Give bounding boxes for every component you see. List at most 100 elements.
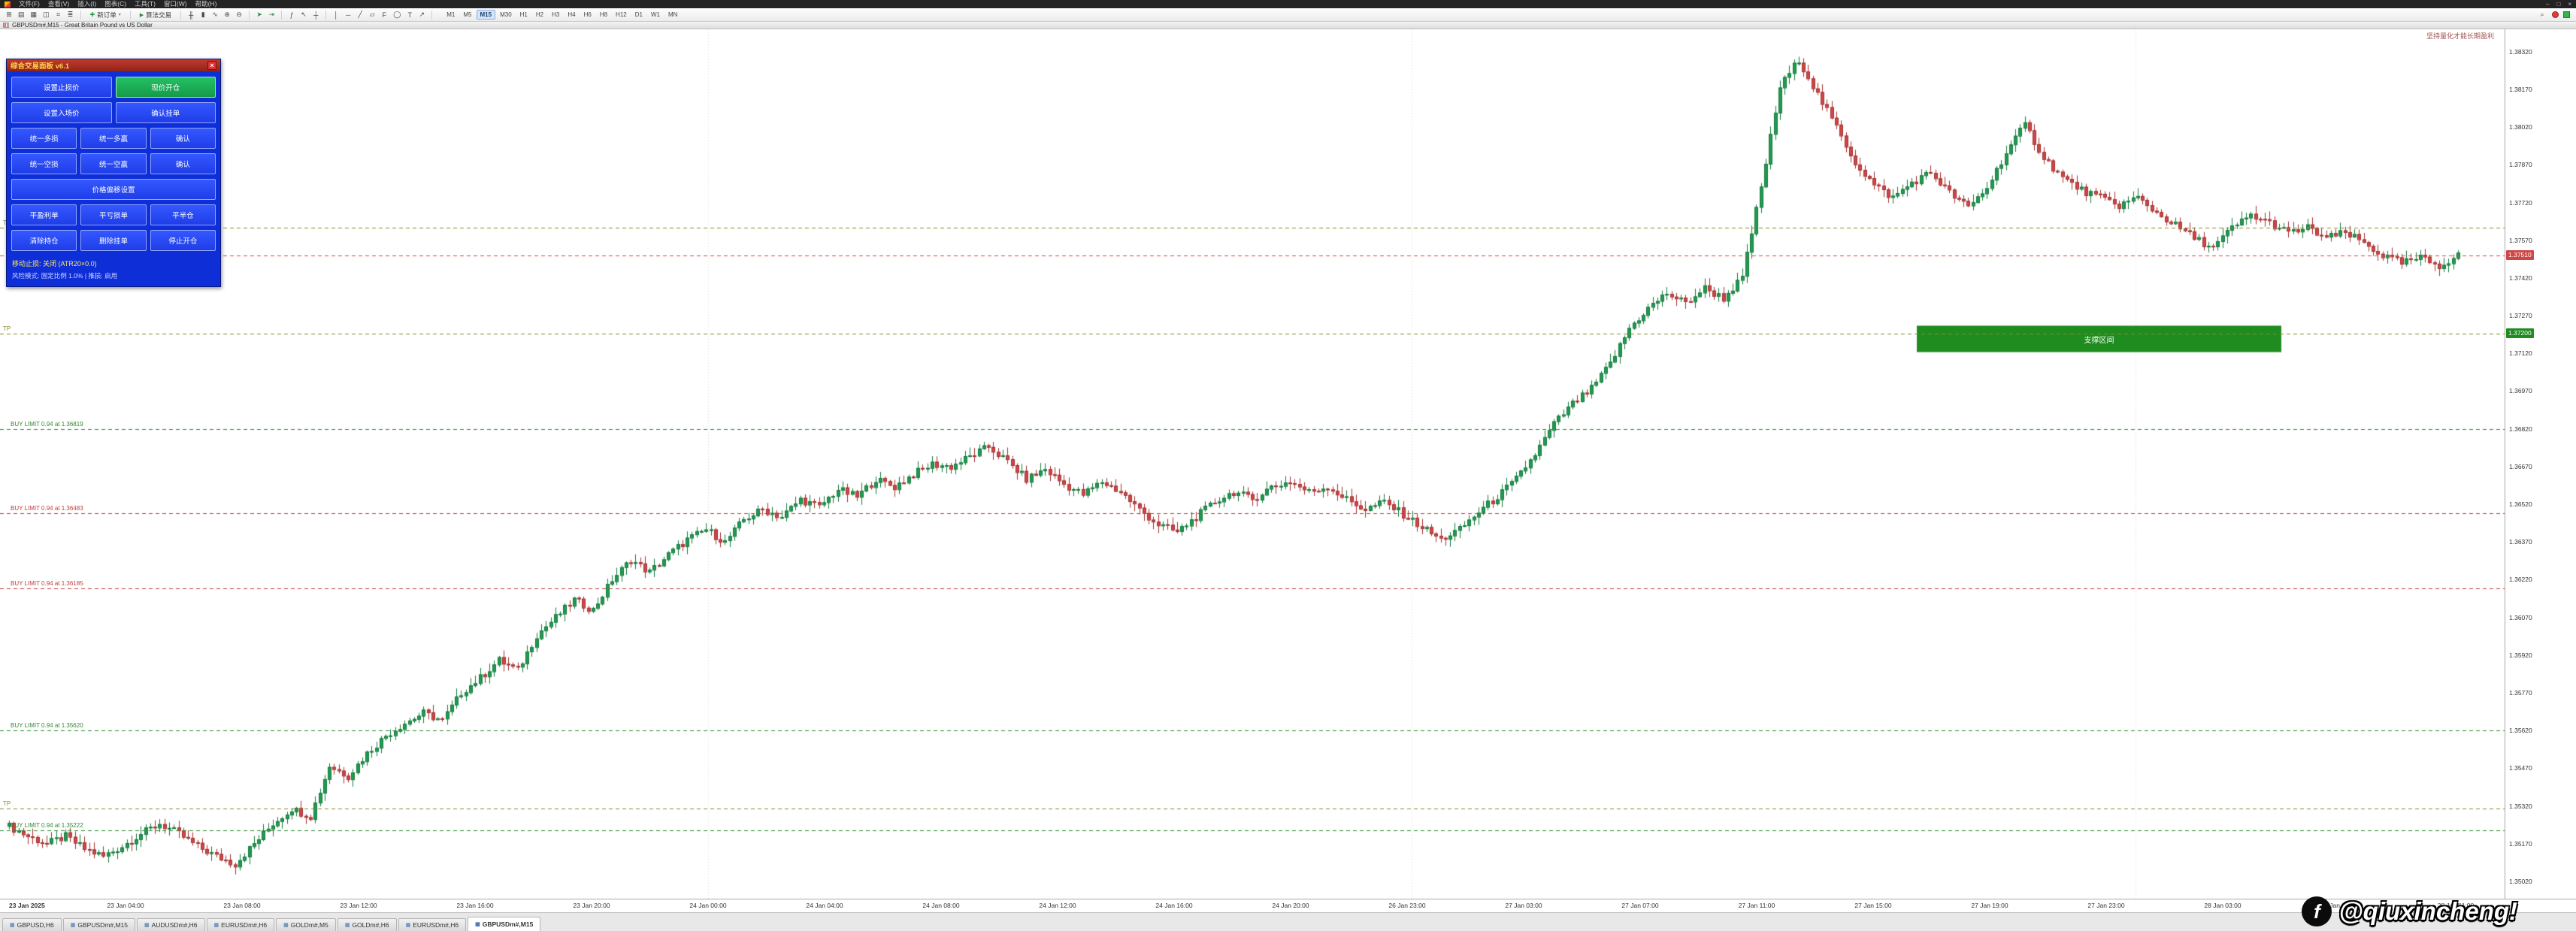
chart-tab-1[interactable]: ▦ GBPUSD,H6	[2, 918, 62, 931]
order-line-label[interactable]: BUY LIMIT 0.94 at 1.35222	[11, 822, 83, 830]
chart-tab-3[interactable]: ▦ AUDUSDm#,H6	[136, 918, 205, 931]
timeframe-h1[interactable]: H1	[519, 11, 528, 18]
timeframe-w1[interactable]: W1	[650, 11, 660, 18]
delete-pending-button[interactable]: 删除挂单	[80, 230, 147, 251]
vertical-line-icon[interactable]: │	[334, 11, 338, 19]
set-sl-price-button[interactable]: 设置止损价	[11, 77, 112, 98]
order-line-label[interactable]: BUY LIMIT 0.94 at 1.36819	[11, 420, 83, 428]
timeframe-h2[interactable]: H2	[535, 11, 544, 18]
uniform-short-tp-button[interactable]: 统一空赢	[80, 153, 147, 174]
menu-help[interactable]: 帮助(H)	[195, 0, 217, 8]
chart-tab-8-active[interactable]: ▦ GBPUSDm#,M15	[468, 917, 541, 931]
chart-tab-7[interactable]: ▦ EURUSDm#,H6	[398, 918, 467, 931]
price-axis-tick: 1.36970	[2509, 387, 2532, 395]
timeframe-m30[interactable]: M30	[500, 11, 512, 18]
zoom-out-icon[interactable]: ⊖	[236, 11, 242, 18]
close-half-button[interactable]: 平半仓	[150, 204, 216, 225]
chart-shift-icon[interactable]: ⇥	[268, 11, 274, 18]
data-window-icon[interactable]: ◫	[43, 11, 50, 18]
menu-charts[interactable]: 图表(C)	[104, 0, 127, 8]
chart-tab-2[interactable]: ▦ GBPUSDm#,M15	[62, 918, 135, 931]
tp-price-tag: 1.37200	[2506, 328, 2534, 338]
order-line-label[interactable]: BUY LIMIT 0.94 at 1.36185	[11, 580, 83, 588]
stop-opening-button[interactable]: 停止开仓	[150, 230, 216, 251]
tp-line-label[interactable]: TP	[3, 800, 11, 807]
trendline-icon[interactable]: ╱	[358, 11, 362, 18]
indicators-icon[interactable]: ƒ	[289, 11, 294, 19]
price-axis-tick: 1.36820	[2509, 425, 2532, 433]
maximize-button[interactable]: □	[2556, 1, 2561, 8]
price-axis[interactable]: 1.38320 1.38170 1.38020 1.37870 1.37720 1.375…	[2505, 29, 2576, 899]
search-icon[interactable]: ⌕	[2540, 11, 2544, 18]
new-order-button[interactable]: ✚ 新订单 ▾	[86, 10, 126, 20]
arrow-object-icon[interactable]: ↗	[419, 11, 425, 18]
trade-panel-title: 综合交易面板 v6.1	[11, 62, 70, 71]
cursor-icon[interactable]: ↖	[301, 11, 307, 18]
uniform-long-tp-button[interactable]: 统一多赢	[80, 128, 147, 149]
menu-window[interactable]: 窗口(W)	[163, 0, 187, 8]
new-chart-icon[interactable]: ⊞	[6, 11, 12, 18]
menu-tools[interactable]: 工具(T)	[135, 0, 156, 8]
market-watch-icon[interactable]: ▦	[30, 11, 38, 18]
price-axis-tick: 1.37420	[2509, 274, 2532, 282]
channel-icon[interactable]: ▱	[369, 11, 375, 18]
timeframe-m15[interactable]: M15	[476, 10, 496, 20]
timeframe-m5[interactable]: M5	[463, 11, 472, 18]
timeframe-h3[interactable]: H3	[552, 11, 560, 18]
uniform-long-sl-button[interactable]: 统一多损	[11, 128, 77, 149]
tp-line-label[interactable]: TP	[3, 325, 11, 332]
set-entry-price-button[interactable]: 设置入场价	[11, 102, 112, 123]
zoom-in-icon[interactable]: ⊕	[224, 11, 230, 18]
menu-file[interactable]: 文件(F)	[19, 0, 40, 8]
order-line-label[interactable]: BUY LIMIT 0.94 at 1.36483	[11, 505, 83, 512]
connection-status-indicator	[2563, 11, 2570, 18]
timeframe-h8[interactable]: H8	[599, 11, 608, 18]
close-profit-orders-button[interactable]: 平盈利单	[11, 204, 77, 225]
line-chart-icon[interactable]: ∿	[212, 11, 218, 18]
panel-close-icon[interactable]: ×	[207, 61, 216, 70]
close-button[interactable]: ×	[2568, 1, 2571, 8]
notification-badge[interactable]	[2552, 11, 2559, 18]
candlestick-canvas[interactable]	[0, 29, 2505, 899]
clear-positions-button[interactable]: 清除持仓	[11, 230, 77, 251]
algo-trading-button[interactable]: ▶ 算法交易	[135, 10, 176, 20]
timeframe-h6[interactable]: H6	[583, 11, 592, 18]
market-open-button[interactable]: 现价开仓	[115, 77, 216, 98]
timeframe-mn[interactable]: MN	[667, 11, 678, 18]
time-axis-label: 24 Jan 16:00	[1155, 902, 1193, 909]
crosshair-icon[interactable]: ┼	[313, 11, 319, 19]
chart-icon	[3, 23, 9, 28]
trade-panel-title-bar[interactable]: 综合交易面板 v6.1 ×	[7, 59, 220, 71]
confirm-pending-button[interactable]: 确认挂单	[115, 102, 216, 123]
chart-tab-6[interactable]: ▦ GOLDm#,H6	[337, 918, 397, 931]
fibonacci-icon[interactable]: F	[382, 11, 386, 19]
price-offset-settings-button[interactable]: 价格偏移设置	[11, 179, 216, 200]
auto-scroll-icon[interactable]: ➤	[256, 11, 262, 18]
chart-tab-4[interactable]: ▦ EURUSDm#,H6	[206, 918, 275, 931]
shapes-icon[interactable]: ◯	[393, 11, 401, 18]
order-line-label[interactable]: BUY LIMIT 0.94 at 1.35620	[11, 722, 83, 730]
menu-insert[interactable]: 插入(I)	[77, 0, 97, 8]
text-icon[interactable]: T	[407, 11, 413, 19]
candlestick-chart-icon[interactable]: ▮	[201, 11, 205, 18]
uniform-short-sl-button[interactable]: 统一空损	[11, 153, 77, 174]
time-axis[interactable]: 23 Jan 2025 23 Jan 04:00 23 Jan 08:00 23 Ja…	[0, 899, 2576, 912]
support-zone-label[interactable]: 支撑区间	[2084, 336, 2114, 345]
timeframe-h4[interactable]: H4	[568, 11, 576, 18]
close-loss-orders-button[interactable]: 平亏损单	[80, 204, 147, 225]
menu-view[interactable]: 查看(V)	[47, 0, 70, 8]
timeframe-d1[interactable]: D1	[634, 11, 643, 18]
minimize-button[interactable]: –	[2546, 1, 2550, 8]
profiles-icon[interactable]: ▤	[18, 11, 25, 18]
confirm-short-button[interactable]: 确认	[150, 153, 216, 174]
timeframe-m1[interactable]: M1	[446, 11, 456, 18]
bar-chart-icon[interactable]: ╫	[188, 11, 194, 19]
horizontal-line-icon[interactable]: ─	[345, 11, 351, 19]
chart-tab-5[interactable]: ▦ GOLDm#,M5	[276, 918, 336, 931]
timeframe-h12[interactable]: H12	[616, 11, 627, 18]
chart-tab-icon: ▦	[344, 923, 350, 928]
toolbox-icon[interactable]: ≣	[67, 11, 74, 18]
confirm-long-button[interactable]: 确认	[150, 128, 216, 149]
navigator-icon[interactable]: ⌗	[56, 11, 61, 18]
